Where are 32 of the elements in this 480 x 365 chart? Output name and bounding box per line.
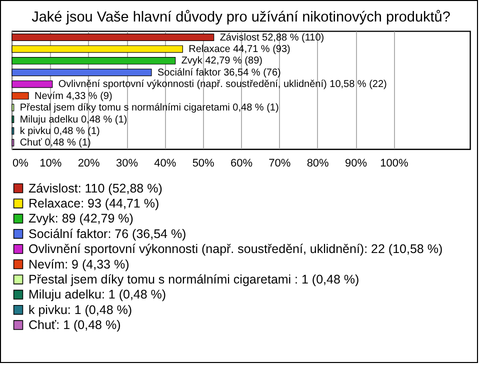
data-label: Ovlivnění sportovní výkonnosti (např. soustředění, uklidnění) 10,58 % (22) bbox=[58, 79, 387, 90]
legend-label: Chuť: 1 (0,48 %) bbox=[28, 318, 121, 332]
legend-label: k pivku: 1 (0,48 %) bbox=[28, 302, 132, 317]
legend-label: Přestal jsem díky tomu s normálními cigaretami : 1 (0,48 %) bbox=[28, 272, 360, 286]
data-label: Přestal jsem díky tomu s normálními cigaretami 0,48 % (1) bbox=[20, 102, 279, 114]
x-tick-label: 20% bbox=[78, 158, 100, 170]
data-label: k pivku 0,48 % (1) bbox=[20, 126, 100, 137]
data-label: Chuť 0,48 % (1) bbox=[20, 138, 91, 149]
legend-label: Sociální faktor: 76 (36,54 %) bbox=[28, 226, 186, 241]
x-tick-label: 70% bbox=[268, 158, 291, 170]
data-label: Závislost 52,88 % (110) bbox=[220, 32, 324, 44]
x-tick-label: 60% bbox=[230, 158, 253, 170]
legend-label: Miluju adelku: 1 (0,48 %) bbox=[28, 288, 166, 302]
x-tick-label: 0% bbox=[12, 158, 29, 170]
legend-label: Ovlivnění sportovní výkonnosti (např. soustředění, uklidnění): 22 (10,58 %) bbox=[28, 242, 443, 256]
x-tick-label: 90% bbox=[344, 158, 368, 170]
data-label: Nevím 4,33 % (9) bbox=[34, 90, 112, 102]
chart-title: Jaké jsou Vaše hlavní důvody pro užívání nikotinových produktů? bbox=[32, 10, 450, 26]
x-tick-label: 50% bbox=[192, 158, 215, 170]
x-tick-label: 10% bbox=[40, 158, 62, 170]
legend-label: Relaxace: 93 (44,71 %) bbox=[28, 196, 160, 210]
x-tick-label: 40% bbox=[154, 158, 176, 170]
legend-label: Závislost: 110 (52,88 %) bbox=[28, 181, 162, 196]
data-label: Sociální faktor 36,54 % (76) bbox=[157, 67, 281, 78]
x-tick-label: 100% bbox=[380, 158, 408, 170]
data-label: Relaxace 44,71 % (93) bbox=[188, 44, 290, 56]
legend-label: Zvyk: 89 (42,79 %) bbox=[28, 212, 134, 226]
data-label: Zvyk 42,79 % (89) bbox=[181, 56, 262, 67]
legend-label: Nevím: 9 (4,33 %) bbox=[28, 257, 130, 272]
x-tick-label: 80% bbox=[306, 158, 330, 170]
data-label: Miluju adelku 0,48 % (1) bbox=[20, 114, 128, 126]
x-tick-label: 30% bbox=[116, 158, 138, 170]
